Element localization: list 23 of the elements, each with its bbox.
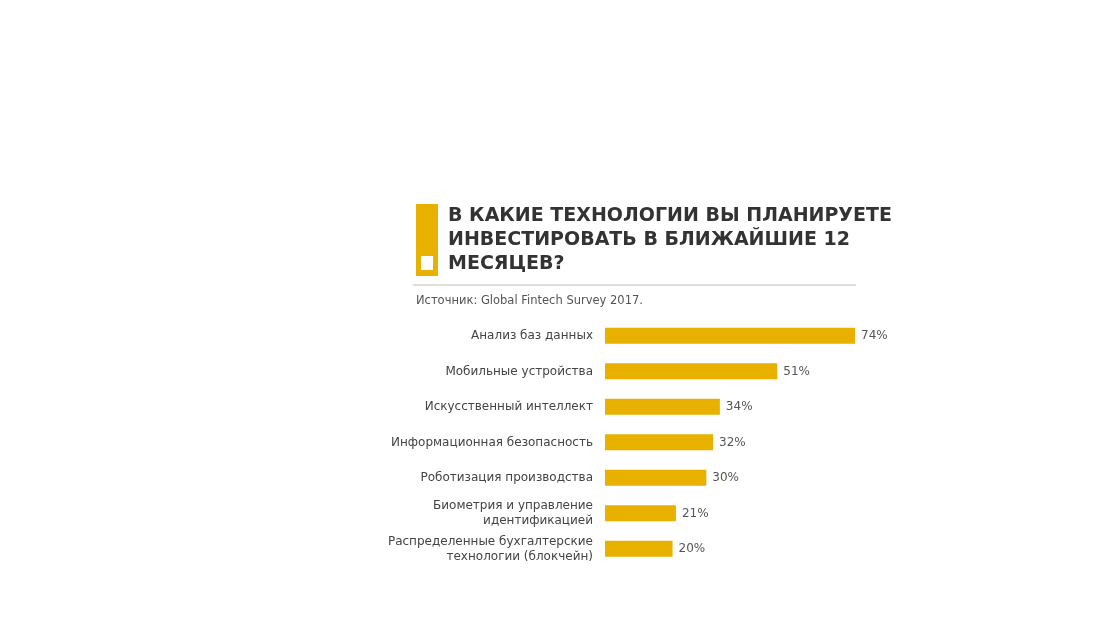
data-label: 34% <box>725 399 753 414</box>
y-tick-label: Роботизация производства <box>420 470 593 485</box>
bar <box>605 434 714 451</box>
bar <box>605 469 707 486</box>
y-tick-label: Мобильные устройства <box>445 363 593 378</box>
y-tick-label: Распределенные бухгалтерские технологии (блокчейн) <box>387 533 593 563</box>
y-tick-label: Информационная безопасность <box>391 434 593 449</box>
bar <box>605 327 855 344</box>
chart-subtitle: Источник: Global Fintech Survey 2017. <box>416 293 643 307</box>
data-label: 74% <box>861 328 888 343</box>
data-label: 30% <box>712 470 740 485</box>
y-tick-label: Искусственный интеллект <box>424 399 593 414</box>
chart-title: В КАКИЕ ТЕХНОЛОГИИ ВЫ ПЛАНИРУЕТЕ ИНВЕСТИРОВАТЬ В БЛИЖАЙШИЕ 12 МЕСЯЦЕВ? <box>448 203 892 273</box>
data-label: 20% <box>678 541 706 556</box>
bar <box>605 363 778 380</box>
data-label: 21% <box>681 505 709 520</box>
bar <box>605 505 676 522</box>
y-tick-label: Анализ баз данных <box>471 328 593 343</box>
data-label: 51% <box>783 363 810 378</box>
y-tick-label: Биометрия и управление идентификацией <box>433 498 593 528</box>
bar <box>605 540 673 557</box>
data-label: 32% <box>719 434 746 449</box>
bar <box>605 398 720 415</box>
